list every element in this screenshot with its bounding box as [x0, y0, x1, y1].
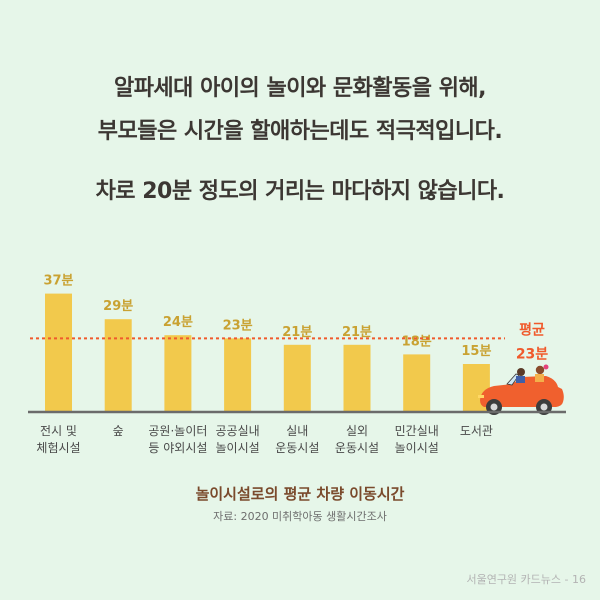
chart-source: 자료: 2020 미취학아동 생활시간조사 — [213, 510, 387, 523]
bar-value-label-4: 21분 — [282, 325, 312, 340]
bar-3 — [224, 338, 252, 412]
bar-value-label-3: 23분 — [223, 318, 253, 333]
bar-5 — [343, 344, 371, 412]
bar-2 — [164, 335, 192, 412]
headline-line-2: 부모들은 시간을 할애하는데도 적극적입니다. — [97, 119, 503, 144]
headline-line-1: 알파세대 아이의 놀이와 문화활동을 위해, — [113, 76, 487, 101]
bar-value-label-0: 37분 — [43, 274, 73, 289]
category-label-1: 숲 — [113, 424, 124, 438]
footer-page-label: 서울연구원 카드뉴스 - 16 — [466, 573, 586, 586]
category-label-4: 실내 운동시설 — [275, 424, 319, 455]
category-label-3: 공공실내 놀이시설 — [216, 424, 260, 455]
average-label-title: 평균 — [519, 321, 545, 338]
bar-value-label-1: 29분 — [103, 299, 133, 314]
bar-4 — [283, 344, 311, 412]
bar-value-label-5: 21분 — [342, 325, 372, 340]
category-label-5: 실외 운동시설 — [335, 424, 379, 455]
chart-title: 놀이시설로의 평균 차량 이동시간 — [195, 485, 405, 503]
bar-value-label-6: 18분 — [402, 334, 432, 349]
bar-value-label-2: 24분 — [163, 315, 193, 330]
category-label-2: 공원·놀이터 등 야외시설 — [148, 424, 207, 455]
bar-value-label-7: 15분 — [461, 344, 491, 359]
average-label-value: 23분 — [516, 346, 548, 362]
category-label-0: 전시 및 체험시설 — [36, 424, 80, 455]
category-label-6: 민간실내 놀이시설 — [395, 424, 439, 455]
bar-1 — [104, 319, 132, 412]
headline-line-3: 차로 20분 정도의 거리는 마다하지 않습니다. — [95, 179, 505, 204]
category-label-7: 도서관 — [460, 424, 493, 438]
bar-6 — [403, 354, 431, 412]
bar-0 — [45, 293, 72, 412]
car-illustration — [478, 364, 564, 415]
